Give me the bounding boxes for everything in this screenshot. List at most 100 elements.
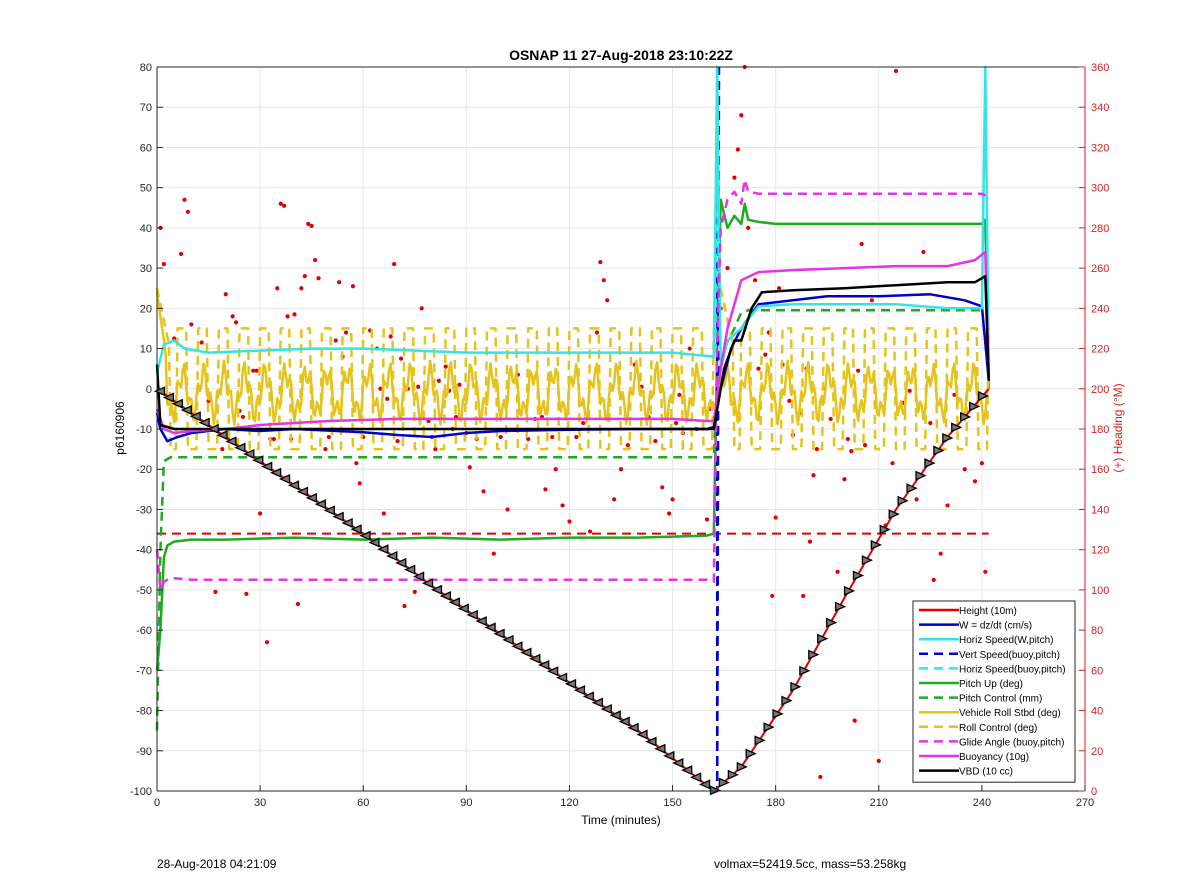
heading-point: [876, 758, 881, 763]
heading-point: [550, 434, 555, 440]
height-marker: [189, 411, 201, 422]
heading-point: [491, 551, 496, 556]
y-left-tick-label: 0: [146, 384, 152, 396]
heading-point: [388, 334, 393, 339]
heading-point: [240, 414, 246, 420]
heading-point: [185, 209, 191, 214]
heading-point: [849, 449, 854, 454]
heading-point: [189, 322, 194, 327]
y-left-tick-label: 10: [140, 344, 152, 356]
x-tick-label: 210: [870, 797, 888, 809]
tick-labels: 0 30 60 90 120 150 180 210 240 270-100-90-80-70-6…: [130, 62, 1109, 809]
chart-title: OSNAP 11 27-Aug-2018 23:10:22Z: [509, 47, 733, 63]
heading-point: [587, 529, 593, 534]
heading-point: [660, 485, 665, 490]
heading-point: [278, 201, 283, 206]
height-marker: [198, 417, 210, 428]
heading-point: [457, 382, 462, 387]
heading-point: [869, 298, 875, 303]
height-marker: [897, 495, 909, 506]
x-tick-label: 30: [254, 797, 266, 809]
heading-point: [254, 368, 259, 373]
heading-point: [725, 266, 730, 271]
heading-point: [285, 314, 290, 319]
series-line: [155, 274, 991, 431]
height-marker: [879, 524, 891, 535]
y-right-tick-label: 300: [1091, 183, 1109, 195]
footer-volmax-mass: volmax=52419.5cc, mass=53.258kg: [714, 857, 907, 871]
heading-point: [526, 436, 531, 442]
heading-point: [543, 487, 548, 492]
height-marker: [968, 401, 981, 412]
heading-point: [392, 261, 397, 267]
height-marker: [278, 474, 291, 485]
heading-point: [436, 378, 441, 383]
legend-label: Height (10m): [959, 606, 1017, 617]
legend-label: Pitch Up (deg): [959, 679, 1023, 690]
heading-point: [687, 346, 692, 351]
height-marker: [817, 633, 829, 644]
height-marker: [538, 660, 550, 671]
y-left-tick-label: 80: [140, 62, 152, 74]
legend: Height (10m) W = dz/dt (cm/s) Horiz Speed(…: [912, 600, 1076, 783]
heading-point: [574, 434, 579, 440]
y-right-tick-label: 340: [1091, 102, 1109, 114]
heading-point: [581, 420, 586, 426]
legend-label: Roll Control (deg): [959, 723, 1037, 734]
heading-point: [385, 396, 390, 401]
height-marker: [808, 649, 820, 660]
y-left-tick-label: 60: [140, 142, 152, 154]
heading-point: [979, 461, 984, 466]
height-marker: [663, 750, 675, 761]
height-marker: [475, 616, 487, 627]
y-right-tick-label: 120: [1091, 545, 1109, 557]
height-marker: [600, 703, 612, 714]
height-marker: [430, 584, 443, 595]
legend-label: Buoyancy (10g): [959, 752, 1029, 763]
y-right-tick-label: 80: [1091, 625, 1103, 637]
heading-point: [845, 436, 850, 442]
height-marker: [466, 609, 478, 620]
height-marker: [591, 697, 603, 708]
heading-point: [801, 593, 806, 599]
y-left-tick-label: 40: [140, 223, 152, 235]
height-marker: [287, 480, 300, 491]
y-axis-left-label: p6160906: [113, 401, 127, 455]
heading-point: [295, 601, 301, 607]
heading-point: [752, 278, 758, 283]
heading-point: [178, 251, 184, 257]
x-tick-label: 60: [357, 797, 369, 809]
heading-point: [199, 340, 204, 345]
heading-point: [264, 640, 270, 645]
heading-point: [673, 420, 679, 426]
height-marker: [573, 685, 586, 696]
height-marker: [718, 777, 731, 788]
height-marker: [457, 603, 469, 614]
x-tick-label: 120: [560, 797, 578, 809]
heading-point: [818, 774, 823, 780]
height-marker: [636, 729, 648, 740]
height-marker: [906, 483, 918, 494]
height-marker: [582, 691, 595, 702]
height-marker: [314, 499, 326, 510]
heading-point: [928, 420, 933, 426]
heading-point: [302, 274, 307, 279]
heading-point: [777, 286, 782, 291]
heading-point: [505, 507, 510, 512]
heading-point: [746, 225, 751, 230]
x-tick-label: 180: [766, 797, 784, 809]
heading-point: [467, 465, 472, 470]
height-marker: [951, 422, 963, 433]
y-left-tick-label: -100: [130, 786, 152, 798]
heading-point: [972, 479, 978, 484]
height-marker: [439, 591, 452, 602]
y-right-tick-label: 220: [1091, 344, 1109, 356]
y-left-tick-label: -50: [136, 585, 152, 597]
y-right-tick-label: 260: [1091, 263, 1109, 275]
heading-point: [419, 306, 424, 311]
height-marker: [511, 641, 523, 652]
series-line: [155, 178, 986, 592]
y-right-tick-label: 40: [1091, 706, 1103, 718]
heading-point: [275, 286, 280, 291]
height-marker: [627, 722, 639, 733]
